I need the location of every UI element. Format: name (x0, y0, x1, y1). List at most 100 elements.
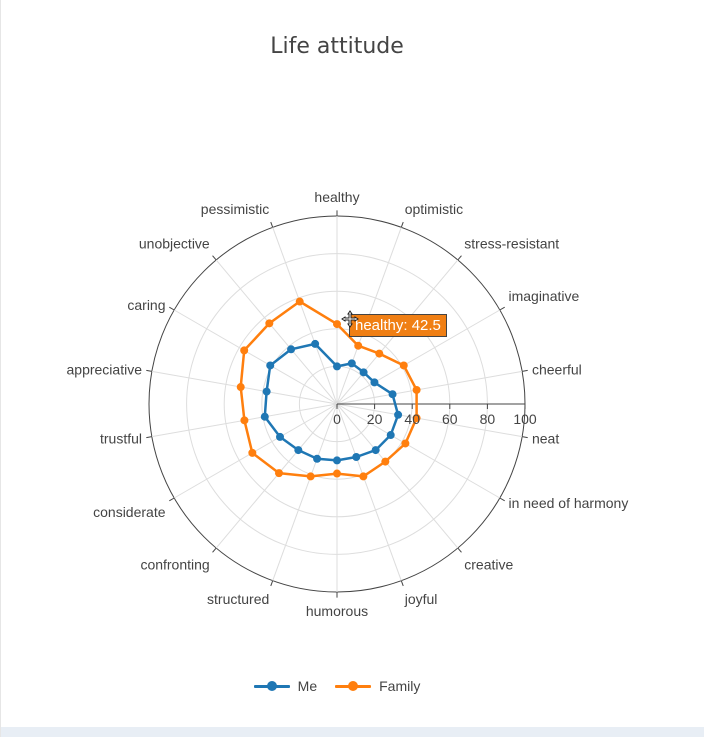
data-point[interactable] (359, 472, 368, 481)
data-point[interactable] (359, 368, 368, 377)
spoke-line (173, 309, 338, 405)
series-layer (236, 297, 421, 481)
spoke-line (336, 370, 523, 405)
radial-tick-label: 0 (333, 411, 341, 427)
data-point[interactable] (401, 439, 410, 448)
angular-tick (169, 497, 175, 502)
category-label: confronting (140, 557, 209, 573)
category-label: in need of harmony (508, 495, 628, 511)
category-label: pessimistic (201, 201, 269, 217)
angular-tick (400, 221, 404, 228)
data-point[interactable] (294, 446, 303, 455)
category-label: stress-resistant (464, 235, 559, 251)
chart-title: Life attitude (270, 34, 404, 59)
data-point[interactable] (333, 469, 341, 478)
data-point[interactable] (306, 472, 315, 481)
category-label: neat (532, 430, 559, 446)
angular-tick (457, 547, 462, 553)
angular-tick (212, 255, 217, 261)
spoke-line (272, 403, 338, 581)
angular-tick (522, 369, 528, 372)
data-point[interactable] (287, 345, 296, 354)
data-point[interactable] (412, 385, 421, 394)
legend: Me Family (1, 678, 673, 694)
legend-dot (348, 681, 359, 691)
spoke-line (336, 403, 523, 438)
category-label: optimistic (405, 201, 463, 217)
data-point[interactable] (386, 431, 395, 440)
angular-tick (169, 306, 175, 311)
data-point[interactable] (240, 346, 249, 355)
data-point[interactable] (240, 416, 249, 425)
data-point[interactable] (265, 319, 274, 328)
data-point[interactable] (399, 361, 408, 370)
series-line (263, 342, 400, 462)
category-label: appreciative (67, 362, 143, 378)
data-point[interactable] (295, 297, 304, 306)
angular-tick (457, 255, 462, 261)
category-label: trustful (100, 430, 142, 446)
legend-swatch (335, 680, 372, 692)
angular-tick (146, 436, 152, 439)
data-point[interactable] (266, 361, 275, 370)
hover-tooltip: healthy: 42.5 (349, 314, 447, 337)
spoke-line (336, 403, 402, 581)
angular-tick (270, 221, 274, 228)
data-point[interactable] (354, 341, 363, 350)
data-point[interactable] (274, 469, 283, 478)
category-label: healthy (314, 189, 359, 205)
axis-labels: 0 20 40 60 80 100 healthy optimistic stress-resi… (67, 189, 629, 619)
spoke-line (336, 403, 459, 549)
legend-item[interactable]: Me (253, 678, 318, 694)
data-point[interactable] (371, 446, 380, 455)
spoke-line (215, 259, 338, 405)
category-label: caring (127, 297, 165, 313)
data-point[interactable] (381, 457, 390, 466)
spoke-line (272, 227, 338, 405)
data-point[interactable] (412, 414, 421, 423)
footer-bar (1, 727, 704, 737)
data-point[interactable] (262, 387, 271, 396)
data-point[interactable] (352, 452, 361, 461)
angular-tick (400, 580, 404, 587)
legend-dot (266, 681, 277, 691)
data-point[interactable] (236, 383, 245, 392)
data-point[interactable] (333, 362, 341, 371)
radial-tick-label: 40 (404, 411, 420, 427)
data-point[interactable] (260, 412, 269, 421)
category-label: structured (207, 591, 269, 607)
data-point[interactable] (248, 448, 257, 457)
radial-tick-label: 60 (442, 411, 458, 427)
angular-tick (146, 369, 152, 372)
move-cursor-icon (341, 310, 359, 328)
legend-label: Family (379, 678, 421, 694)
legend-item[interactable]: Family (335, 678, 420, 694)
data-point[interactable] (347, 359, 356, 368)
category-label: joyful (404, 591, 438, 607)
angular-tick (212, 547, 217, 553)
data-point[interactable] (333, 456, 341, 465)
data-point[interactable] (276, 432, 285, 441)
legend-label: Me (297, 678, 318, 694)
data-point[interactable] (375, 349, 384, 358)
data-point[interactable] (394, 410, 403, 419)
category-label: imaginative (508, 288, 579, 304)
radial-tick-label: 20 (367, 411, 383, 427)
category-label: considerate (93, 504, 166, 520)
category-label: creative (464, 557, 513, 573)
radial-tick-label: 100 (513, 411, 537, 427)
angular-tick (499, 497, 505, 502)
spoke-line (336, 403, 501, 499)
category-label: unobjective (139, 235, 210, 251)
data-point[interactable] (370, 378, 379, 387)
angular-tick (522, 436, 528, 439)
data-point[interactable] (311, 339, 320, 348)
data-point[interactable] (313, 454, 322, 463)
category-label: cheerful (532, 362, 582, 378)
legend-swatch (253, 680, 290, 692)
data-point[interactable] (388, 390, 397, 399)
angular-tick (499, 306, 505, 311)
data-point[interactable] (333, 320, 341, 329)
